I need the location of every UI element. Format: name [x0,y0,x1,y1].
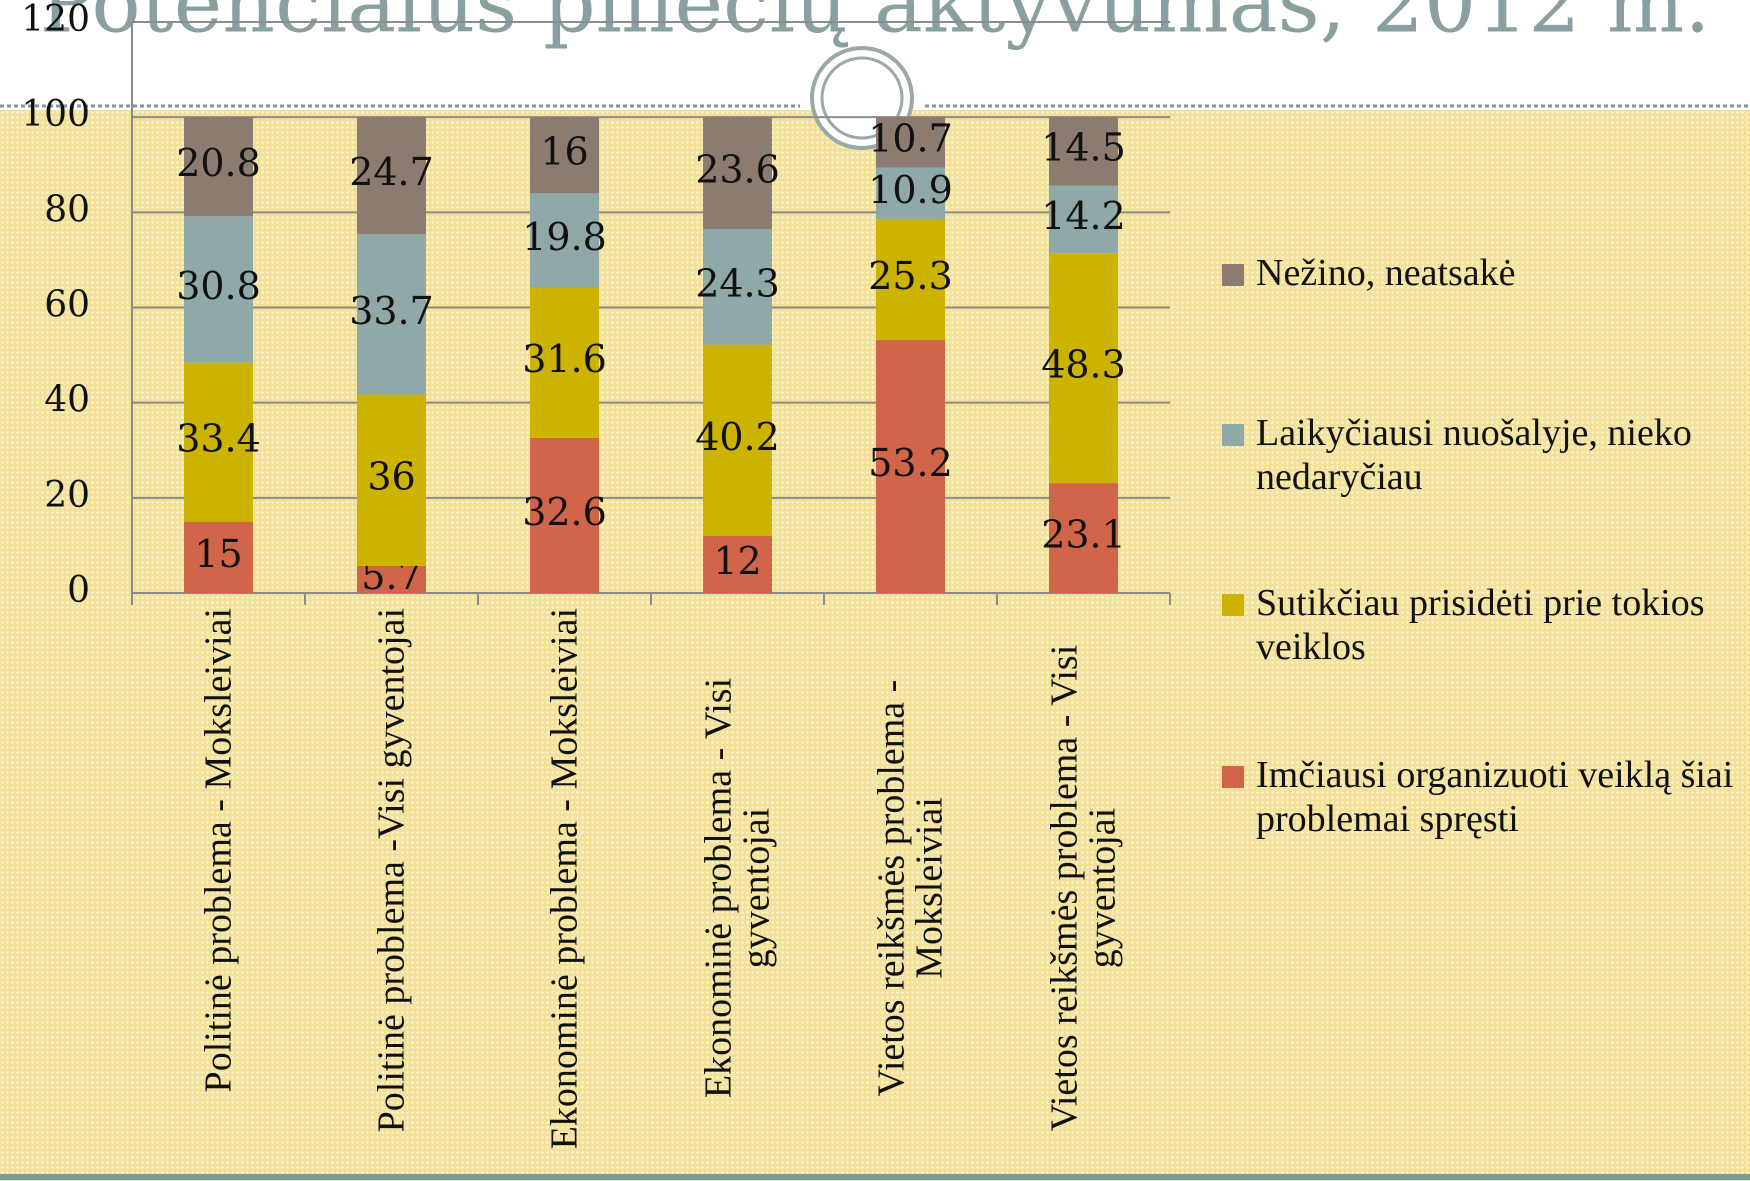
x-tick-label: Politinė problema -Visi gyventojai [370,608,413,1133]
data-label: 25.3 [868,254,953,298]
slide-title: Potencialus piliečių aktyvumas, 2012 m. [40,0,1711,52]
bar-segment [184,117,253,217]
bar-segment [530,193,599,288]
bar-segment [530,117,599,194]
bar-segment [357,394,426,566]
data-label: 15 [194,532,242,576]
x-tick-label: Ekonominė problema - Moksleiviai [543,608,586,1150]
bar-segment [703,535,772,593]
data-label: 32.6 [522,490,607,534]
x-tick-label-box: Politinė problema -Visi gyventojai [370,608,413,1168]
x-tick-label: Politinė problema - Moksleiviai [197,608,240,1093]
data-label: 48.3 [1041,343,1126,387]
data-label: 14.2 [1041,194,1126,238]
bar-segment [357,116,426,235]
data-label: 33.4 [176,417,261,461]
bar-segment [703,116,772,229]
bar-segment [703,228,772,345]
data-label: 23.1 [1041,513,1126,557]
y-tick-label: 120 [21,0,90,40]
legend-swatch [1222,264,1244,286]
legend-swatch [1222,766,1244,788]
legend-label: Laikyčiausi nuošalyje, nieko nedaryčiau [1256,412,1692,498]
y-tick-label: 0 [67,570,90,611]
ornament [820,56,904,140]
data-label: 23.6 [695,147,780,191]
legend-item: Sutikčiau prisidėti prie tokios veiklos [1222,582,1742,669]
data-label: 31.6 [522,337,607,381]
data-label: 12 [713,539,761,583]
x-tick-label: Ekonominė problema - Visi gyventojai [697,677,778,1099]
legend-label: Nežino, neatsakė [1256,252,1516,294]
legend-item: Imčiausi organizuoti veiklą šiai problem… [1222,754,1742,841]
y-tick-label: 40 [44,380,90,421]
legend-item: Nežino, neatsakė [1222,252,1742,296]
bar-segment [876,167,945,220]
legend-label: Sutikčiau prisidėti prie tokios veiklos [1256,582,1705,668]
bar-segment [530,287,599,438]
data-label: 40.2 [695,415,780,459]
data-label: 10.9 [868,168,953,212]
bar-segment [357,565,426,593]
bar-segment [184,521,253,593]
x-tick-label: Vietos reikšmės problema - Moksleiviai [870,679,951,1097]
bar-segment [876,339,945,593]
y-tick-label: 20 [44,475,90,516]
x-tick-label: Vietos reikšmės problema - Visi gyventoj… [1043,644,1124,1132]
bar-segment [876,219,945,340]
bar-segment [184,216,253,363]
x-tick-label-box: Ekonominė problema - Moksleiviai [543,608,586,1168]
bar-segment [1049,185,1118,254]
bar-segment [1049,116,1118,186]
bar-segment [1049,483,1118,593]
x-tick-label-box: Vietos reikšmės problema - Visi gyventoj… [1043,608,1124,1168]
x-tick-label-box: Ekonominė problema - Visi gyventojai [697,608,778,1168]
data-label: 24.3 [695,261,780,305]
data-label: 14.5 [1041,126,1126,170]
legend-item: Laikyčiausi nuošalyje, nieko nedaryčiau [1222,412,1742,499]
y-tick-label: 100 [21,94,90,135]
legend-swatch [1222,424,1244,446]
data-label: 24.7 [349,150,434,194]
bar-segment [876,116,945,168]
data-label: 16 [540,130,588,174]
x-tick-label-box: Vietos reikšmės problema - Moksleiviai [870,608,951,1168]
bar-segment [1049,253,1118,484]
bar-segment [703,344,772,536]
data-label: 33.7 [349,289,434,333]
legend-label: Imčiausi organizuoti veiklą šiai problem… [1256,754,1734,840]
bar-segment [530,437,599,593]
data-label: 20.8 [176,141,261,185]
bar-segment [357,234,426,395]
data-label: 19.8 [522,215,607,259]
y-tick-label: 60 [44,285,90,326]
x-tick-label-box: Politinė problema - Moksleiviai [197,608,240,1168]
legend-swatch [1222,594,1244,616]
data-label: 53.2 [868,441,953,485]
data-label: 10.7 [868,117,953,161]
bar-segment [184,362,253,522]
y-tick-label: 80 [44,189,90,230]
data-label: 36 [367,455,415,499]
data-label: 30.8 [176,264,261,308]
